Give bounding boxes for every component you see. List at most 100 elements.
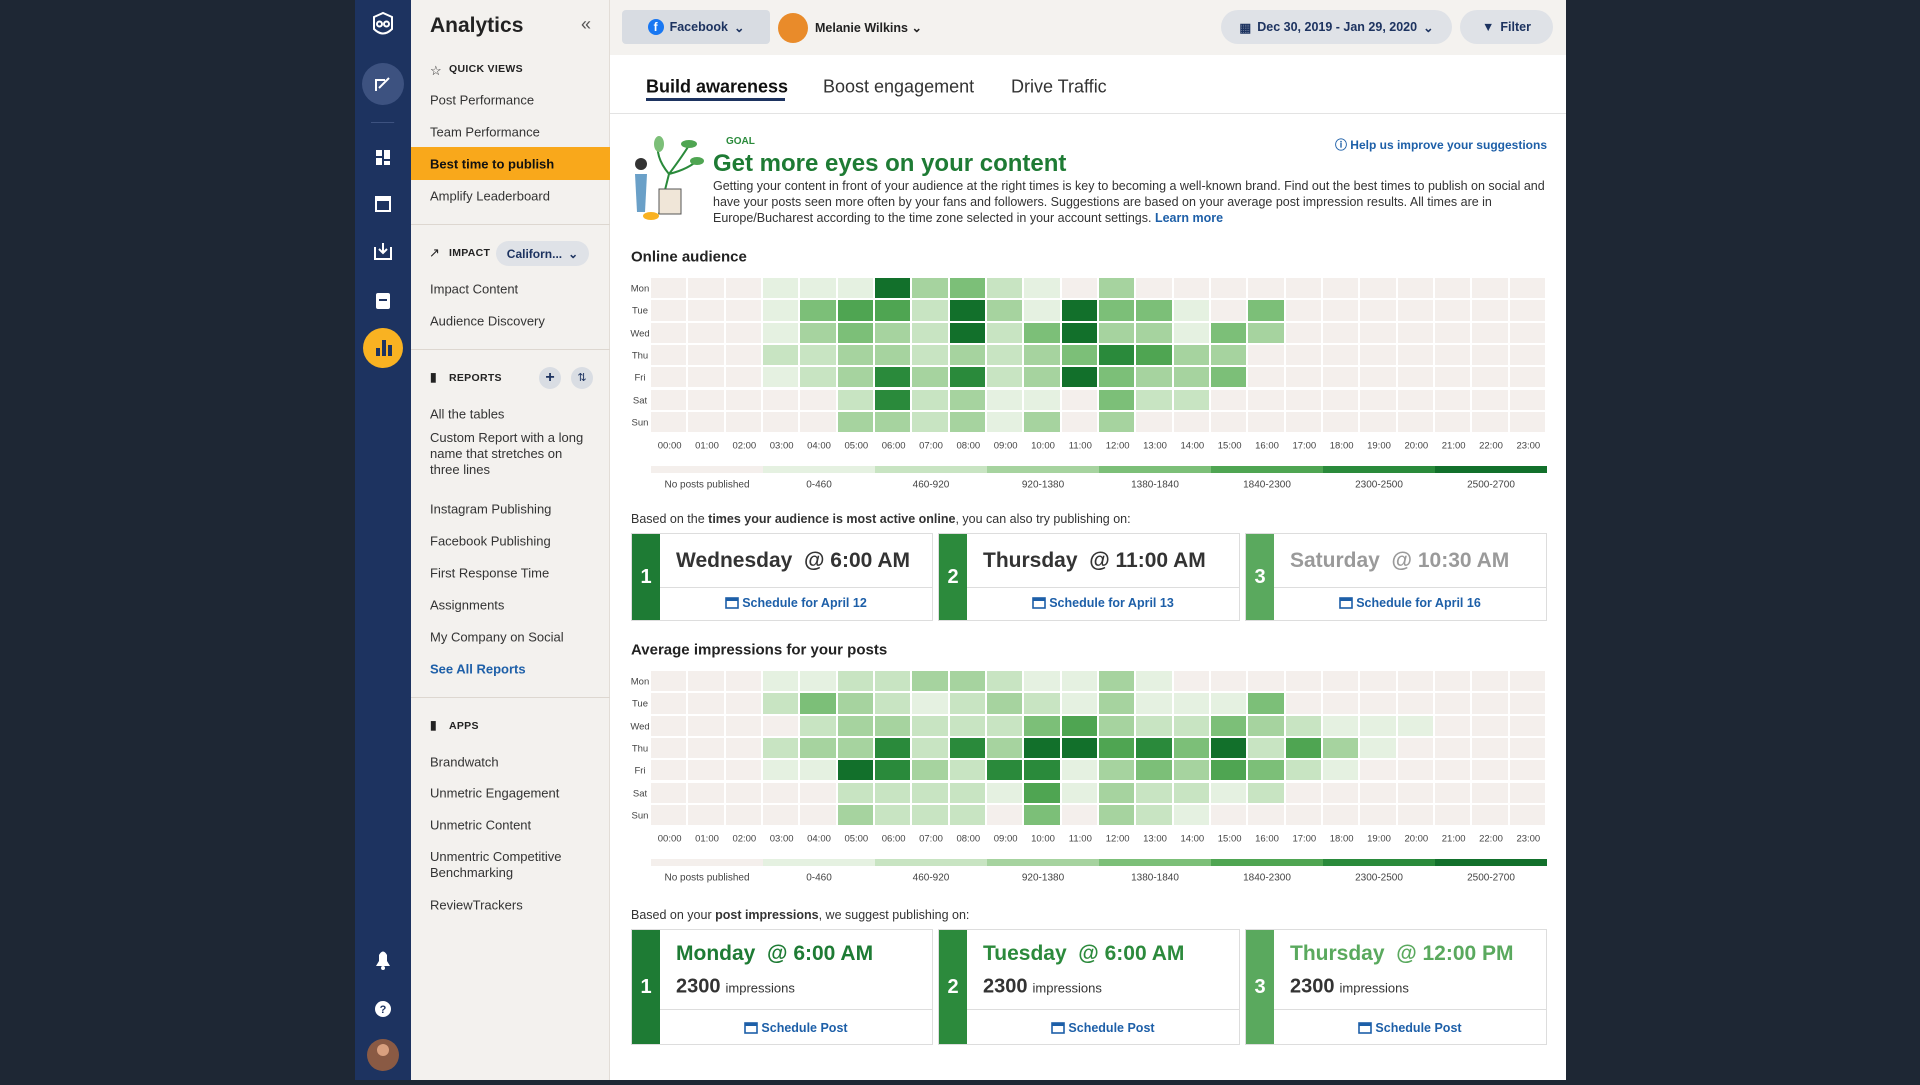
nav-item[interactable]: ReviewTrackers — [430, 897, 523, 913]
sort-button[interactable]: ⇅ — [571, 367, 593, 389]
nav-item[interactable]: Facebook Publishing — [430, 533, 551, 549]
suggestion-intro: Based on your post impressions, we sugge… — [631, 908, 969, 922]
heatmap-cell — [1285, 782, 1321, 803]
heatmap-cell — [800, 278, 836, 299]
nav-item[interactable]: All the tables — [430, 406, 505, 422]
tab[interactable]: Boost engagement — [823, 76, 975, 97]
heatmap-cell — [1211, 411, 1247, 433]
heatmap-cell — [1509, 344, 1545, 366]
hour-label: 23:00 — [1516, 440, 1541, 452]
filter-button[interactable]: ▼ Filter — [1460, 10, 1553, 44]
section-heading: QUICK VIEWS — [449, 63, 523, 75]
day-label: Mon — [630, 676, 650, 688]
schedule-link[interactable]: Schedule Post — [967, 1021, 1239, 1035]
heatmap-cell — [1248, 760, 1284, 781]
heatmap-cell — [1061, 671, 1097, 692]
heatmap-cell — [651, 300, 687, 321]
goal-illustration — [635, 136, 704, 220]
nav-item[interactable]: Team Performance — [430, 124, 540, 140]
user-dropdown[interactable]: Melanie Wilkins ⌄ — [815, 21, 922, 35]
impact-dropdown[interactable]: Californ... ⌄ — [496, 241, 589, 266]
heatmap-cell — [1061, 411, 1097, 433]
nav-item-active[interactable]: Best time to publish — [430, 156, 555, 172]
heatmap-cell — [800, 671, 836, 692]
rank: 1 — [632, 534, 660, 620]
impressions-value: 2300 — [676, 975, 721, 998]
heatmap-cell — [912, 411, 948, 433]
legend-swatch — [1099, 859, 1211, 867]
network-dropdown[interactable]: f Facebook ⌄ — [622, 10, 770, 44]
heatmap-cell — [1099, 389, 1135, 410]
active-highlight — [411, 147, 610, 180]
add-report-button[interactable]: + — [539, 367, 561, 389]
heatmap-cell — [688, 737, 724, 759]
nav-item[interactable]: My Company on Social — [430, 629, 564, 645]
star-icon: ☆ — [430, 63, 442, 78]
heatmap-cell — [837, 344, 873, 366]
collapse-button[interactable]: « — [581, 14, 592, 34]
svg-text:?: ? — [380, 1004, 387, 1016]
heatmap-cell — [1435, 715, 1471, 736]
heatmap-cell — [875, 411, 911, 433]
see-all-link[interactable]: See All Reports — [430, 661, 526, 677]
nav-item[interactable]: Custom Report with a long name that stre… — [430, 430, 584, 477]
heatmap-cell — [1136, 804, 1172, 826]
heatmap-cell — [837, 367, 873, 388]
nav-item[interactable]: Assignments — [430, 597, 505, 613]
hour-label: 04:00 — [807, 833, 831, 845]
user-avatar — [778, 13, 808, 43]
heatmap-cell — [1360, 760, 1396, 781]
nav-icons: ? — [362, 11, 404, 1071]
legend-swatch — [1323, 859, 1435, 867]
suggestion-intro: Based on the times your audience is most… — [631, 512, 1131, 526]
heatmap-cell — [800, 389, 836, 410]
schedule-link[interactable]: Schedule Post — [660, 1021, 932, 1035]
heatmap-cell — [1509, 760, 1545, 781]
heatmap-cell — [651, 278, 687, 299]
intro-bold: times your audience is most active onlin… — [708, 512, 956, 526]
heatmap-cell — [1173, 411, 1209, 433]
learn-more-link[interactable]: Learn more — [1154, 211, 1224, 225]
nav-item[interactable]: Unmentric Competitive Benchmarking — [430, 849, 562, 880]
heatmap-cell — [1285, 804, 1321, 826]
heatmap-cell — [1323, 367, 1359, 388]
nav-item[interactable]: First Response Time — [430, 565, 550, 581]
hour-label: 00:00 — [657, 440, 682, 452]
suggestion-card: 1 Wednesday @ 6:00 AM Schedule for April 1… — [631, 533, 933, 621]
day-label: Tue — [631, 305, 649, 317]
nav-item[interactable]: Unmetric Content — [430, 817, 532, 833]
tab[interactable]: Drive Traffic — [1011, 76, 1107, 97]
hour-label: 20:00 — [1404, 833, 1429, 845]
heatmap-cell — [1024, 411, 1060, 433]
help-link[interactable]: ⓘ Help us improve your suggestions — [1334, 138, 1547, 152]
heatmap-cell — [1285, 411, 1321, 433]
schedule-link[interactable]: Schedule for April 13 — [967, 596, 1239, 610]
nav-item[interactable]: Instagram Publishing — [430, 501, 552, 517]
schedule-link[interactable]: Schedule for April 12 — [660, 596, 932, 610]
heatmap-cell — [1173, 782, 1209, 803]
heatmap-cell — [725, 300, 761, 321]
hour-label: 19:00 — [1367, 833, 1391, 845]
nav-item[interactable]: Unmetric Engagement — [430, 785, 560, 801]
hour-label: 03:00 — [769, 440, 794, 452]
heatmap-cell — [1061, 367, 1097, 388]
schedule-link[interactable]: Schedule Post — [1274, 1021, 1546, 1035]
heatmap-cell — [725, 278, 761, 299]
hour-label: 03:00 — [769, 833, 794, 845]
heatmap-cell — [837, 760, 873, 781]
nav-item[interactable]: Amplify Leaderboard — [430, 188, 550, 204]
heatmap-cell — [1248, 300, 1284, 321]
heatmap-cell — [1173, 322, 1209, 343]
nav-item[interactable]: Audience Discovery — [430, 313, 545, 329]
nav-item[interactable]: Brandwatch — [430, 754, 499, 770]
schedule-link[interactable]: Schedule for April 16 — [1274, 596, 1546, 610]
heatmap-cell — [1136, 389, 1172, 410]
heatmap-cell — [837, 715, 873, 736]
tab-active[interactable]: Build awareness — [646, 76, 789, 97]
nav-item[interactable]: Post Performance — [430, 92, 535, 108]
heatmap-cell — [1211, 389, 1247, 410]
facebook-icon: f — [647, 19, 664, 35]
heatmap-cell — [987, 671, 1023, 692]
nav-item[interactable]: Impact Content — [430, 281, 519, 297]
date-range-picker[interactable]: ▦ Dec 30, 2019 - Jan 29, 2020 ⌄ — [1221, 10, 1452, 44]
